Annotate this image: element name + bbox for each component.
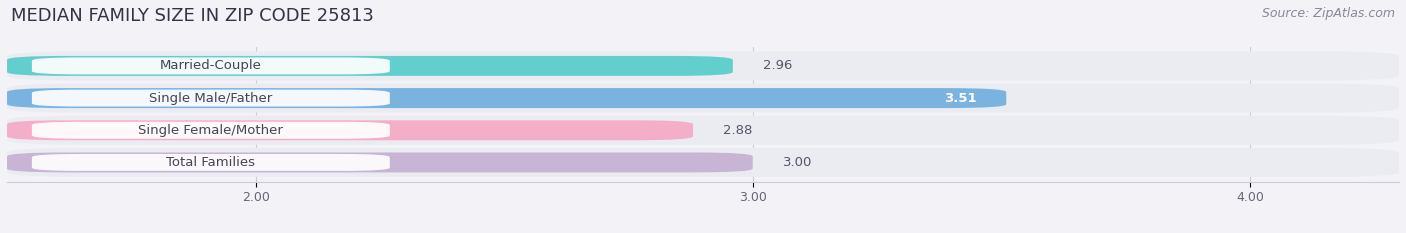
FancyBboxPatch shape	[32, 154, 389, 171]
Text: 2.96: 2.96	[762, 59, 792, 72]
FancyBboxPatch shape	[7, 51, 1399, 80]
Text: MEDIAN FAMILY SIZE IN ZIP CODE 25813: MEDIAN FAMILY SIZE IN ZIP CODE 25813	[11, 7, 374, 25]
Text: Single Male/Father: Single Male/Father	[149, 92, 273, 105]
Text: 3.51: 3.51	[943, 92, 976, 105]
Text: Single Female/Mother: Single Female/Mother	[138, 124, 283, 137]
Text: Married-Couple: Married-Couple	[160, 59, 262, 72]
FancyBboxPatch shape	[32, 57, 389, 74]
FancyBboxPatch shape	[32, 122, 389, 139]
FancyBboxPatch shape	[7, 148, 1399, 177]
FancyBboxPatch shape	[32, 90, 389, 106]
Text: Source: ZipAtlas.com: Source: ZipAtlas.com	[1261, 7, 1395, 20]
FancyBboxPatch shape	[7, 84, 1399, 113]
FancyBboxPatch shape	[7, 152, 752, 172]
FancyBboxPatch shape	[7, 120, 693, 140]
FancyBboxPatch shape	[7, 56, 733, 76]
FancyBboxPatch shape	[7, 88, 1007, 108]
FancyBboxPatch shape	[7, 116, 1399, 145]
Text: 3.00: 3.00	[783, 156, 811, 169]
Text: Total Families: Total Families	[166, 156, 256, 169]
Text: 2.88: 2.88	[723, 124, 752, 137]
